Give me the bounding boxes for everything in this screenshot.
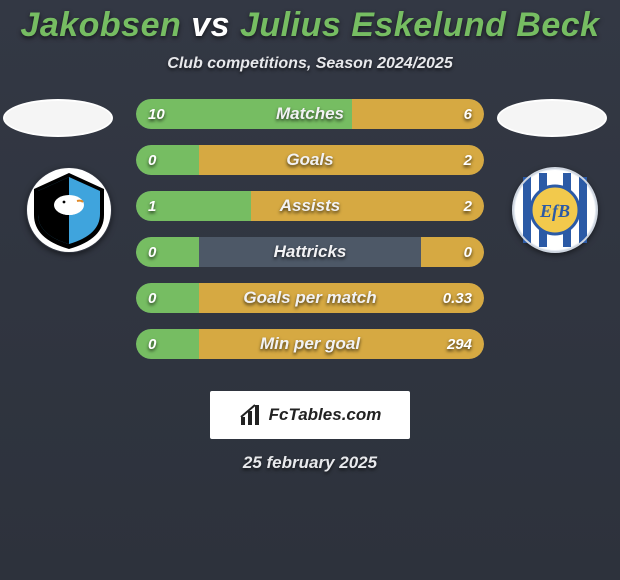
club-badge-left [26,167,112,253]
title-vs: vs [191,6,230,44]
comparison-card: Jakobsen vs Julius Eskelund Beck Club co… [0,0,620,580]
stat-row: 106Matches [136,99,484,129]
chart-icon [239,403,263,427]
stat-fill-left [136,237,199,267]
stat-value-right: 294 [447,329,472,359]
stat-fill-right [199,283,484,313]
flag-right [497,99,617,139]
stat-fill-left [136,99,352,129]
title-player1: Jakobsen [20,6,181,44]
stat-fill-left [136,145,199,175]
stat-fill-right [421,237,484,267]
stat-value-left: 0 [148,329,156,359]
page-title: Jakobsen vs Julius Eskelund Beck [0,0,620,45]
stat-fill-right [251,191,484,221]
stat-value-right: 2 [464,145,472,175]
stat-value-right: 2 [464,191,472,221]
flag-left [3,99,123,139]
stat-value-left: 0 [148,145,156,175]
stat-row: 12Assists [136,191,484,221]
svg-text:EfB: EfB [539,201,570,221]
stat-fill-left [136,329,199,359]
stat-fill-left [136,283,199,313]
stat-value-right: 0 [464,237,472,267]
stat-fill-right [199,329,484,359]
brand-text: FcTables.com [269,405,382,425]
club-badge-right: EfB [512,167,598,253]
stat-value-right: 6 [464,99,472,129]
stat-value-left: 10 [148,99,165,129]
club-badge-right-icon: EfB [512,167,598,253]
stat-row: 0294Min per goal [136,329,484,359]
stat-value-right: 0.33 [443,283,472,313]
stat-row: 02Goals [136,145,484,175]
footer-date: 25 february 2025 [0,453,620,473]
stats-stage: EfB 106Matches02Goals12Assists00Hattrick… [0,99,620,379]
title-player2: Julius Eskelund Beck [240,6,600,44]
stat-bars: 106Matches02Goals12Assists00Hattricks00.… [136,99,484,375]
flag-right-oval [497,99,607,137]
stat-value-left: 0 [148,237,156,267]
stat-row: 00.33Goals per match [136,283,484,313]
club-badge-left-icon [26,167,112,253]
subtitle: Club competitions, Season 2024/2025 [0,55,620,73]
flag-left-oval [3,99,113,137]
brand-box: FcTables.com [210,391,410,439]
stat-fill-right [199,145,484,175]
stat-value-left: 1 [148,191,156,221]
stat-row: 00Hattricks [136,237,484,267]
stat-value-left: 0 [148,283,156,313]
